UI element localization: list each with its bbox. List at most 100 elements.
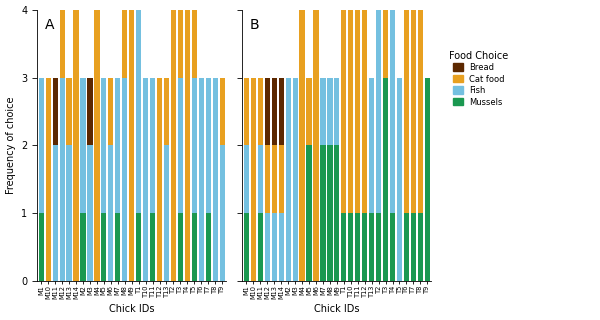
Bar (178, 213, 183, 281)
Bar (383, 0, 388, 77)
Bar (334, 146, 340, 281)
Bar (59, 10, 65, 77)
Bar (272, 77, 277, 146)
Bar (244, 213, 249, 281)
Bar (320, 146, 326, 281)
Bar (67, 146, 71, 281)
Bar (94, 10, 100, 281)
Bar (143, 77, 148, 281)
Bar (258, 213, 263, 281)
Bar (348, 10, 353, 213)
Bar (299, 10, 305, 281)
Bar (53, 77, 58, 146)
Bar (122, 10, 127, 77)
Bar (355, 213, 361, 281)
Bar (178, 77, 183, 213)
Bar (258, 77, 263, 146)
Bar (383, 77, 388, 281)
Bar (265, 146, 270, 213)
Bar (293, 77, 298, 281)
Bar (404, 213, 409, 281)
Bar (73, 10, 79, 281)
Bar (362, 213, 367, 281)
Bar (258, 146, 263, 213)
Bar (101, 77, 106, 213)
Bar (171, 10, 176, 281)
Bar (101, 213, 106, 281)
Bar (313, 10, 319, 281)
Y-axis label: Frequency of choice: Frequency of choice (5, 97, 16, 194)
Bar (307, 77, 311, 146)
Bar (328, 146, 332, 281)
Bar (108, 146, 113, 281)
Bar (278, 146, 284, 213)
Bar (136, 10, 141, 213)
Bar (38, 213, 44, 281)
Bar (341, 213, 346, 281)
Bar (307, 146, 311, 281)
Bar (390, 213, 395, 281)
Bar (53, 146, 58, 281)
Bar (362, 10, 367, 213)
Bar (278, 213, 284, 281)
Bar (272, 146, 277, 213)
Bar (265, 77, 270, 146)
Bar (191, 10, 197, 77)
Bar (129, 10, 134, 281)
Bar (157, 77, 162, 281)
Bar (220, 146, 225, 281)
Bar (418, 10, 423, 213)
Bar (191, 213, 197, 281)
X-axis label: Chick IDs: Chick IDs (109, 304, 154, 315)
Bar (199, 77, 204, 281)
Bar (334, 77, 340, 146)
Bar (150, 213, 155, 281)
Legend: Bread, Cat food, Fish, Mussels: Bread, Cat food, Fish, Mussels (445, 46, 512, 111)
Bar (286, 77, 291, 281)
Bar (136, 213, 141, 281)
Bar (191, 77, 197, 213)
Bar (411, 213, 416, 281)
Bar (272, 213, 277, 281)
Bar (244, 146, 249, 213)
Bar (348, 213, 353, 281)
Bar (46, 77, 51, 281)
Bar (212, 77, 218, 281)
Bar (376, 0, 381, 213)
Bar (278, 77, 284, 146)
Bar (376, 213, 381, 281)
Bar (404, 10, 409, 213)
Bar (164, 146, 169, 281)
Bar (425, 77, 430, 281)
Bar (355, 10, 361, 213)
Bar (88, 146, 92, 281)
Bar (150, 77, 155, 213)
Bar (369, 213, 374, 281)
Bar (206, 213, 211, 281)
Bar (251, 77, 256, 281)
Text: A: A (44, 18, 54, 32)
Bar (418, 213, 423, 281)
Bar (59, 77, 65, 281)
X-axis label: Chick IDs: Chick IDs (314, 304, 359, 315)
Bar (320, 77, 326, 146)
Bar (115, 213, 121, 281)
Bar (206, 77, 211, 213)
Bar (369, 77, 374, 213)
Bar (341, 10, 346, 213)
Bar (115, 77, 121, 213)
Bar (38, 77, 44, 213)
Bar (88, 77, 92, 146)
Bar (397, 77, 402, 281)
Bar (122, 77, 127, 281)
Text: B: B (250, 18, 259, 32)
Bar (185, 10, 190, 281)
Bar (390, 0, 395, 213)
Bar (108, 77, 113, 146)
Bar (178, 10, 183, 77)
Bar (67, 77, 71, 146)
Bar (80, 213, 86, 281)
Bar (80, 77, 86, 213)
Bar (164, 77, 169, 146)
Bar (220, 77, 225, 146)
